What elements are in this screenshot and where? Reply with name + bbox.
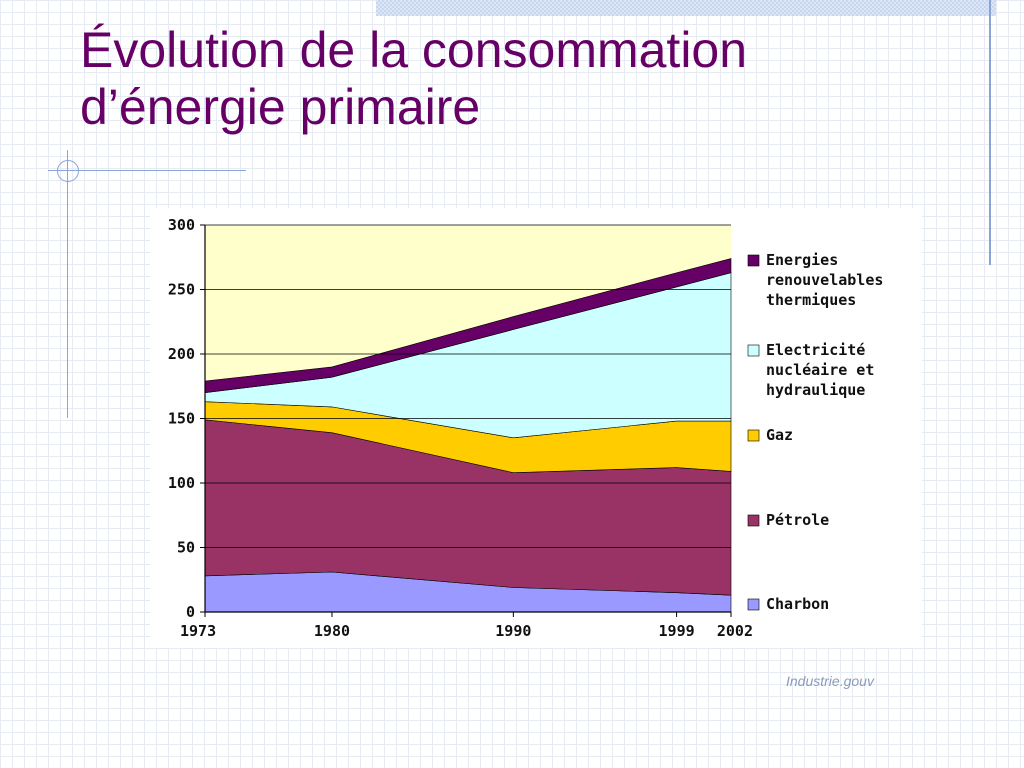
y-tick-label-50: 50 — [177, 539, 195, 557]
y-tick-label-0: 0 — [186, 603, 195, 621]
chart-container: 0 50 100 150 200 250 300 1973 1980 1990 1999 2002 En… — [150, 208, 922, 648]
legend-swatch-1 — [747, 514, 760, 527]
area-series-4 — [204, 258, 732, 394]
legend-label-1: Pétrole — [766, 511, 829, 529]
decorative-vertical-line-left — [67, 150, 68, 418]
decorative-vertical-line — [989, 0, 991, 265]
x-tick-label-1990: 1990 — [495, 622, 531, 640]
x-tick-label-1980: 1980 — [314, 622, 350, 640]
decorative-circle — [57, 160, 79, 182]
y-tick-label-150: 150 — [168, 410, 195, 428]
legend-swatch-0 — [747, 598, 760, 611]
legend-label-0: Charbon — [766, 595, 829, 613]
legend-label-3: Electricité nucléaire et hydraulique — [766, 341, 874, 399]
legend-swatch-4 — [747, 254, 760, 267]
legend-swatch-3 — [747, 344, 760, 357]
y-tick-label-200: 200 — [168, 345, 195, 363]
slide-title-line-1: Évolution de la consommation — [80, 22, 748, 78]
x-tick-label-1999: 1999 — [659, 622, 695, 640]
legend-label-2: Gaz — [766, 426, 793, 444]
y-tick-label-250: 250 — [168, 281, 195, 299]
slide-title: Évolution de la consommation d’énergie p… — [80, 22, 960, 136]
source-credit: Industrie.gouv — [786, 673, 874, 689]
legend-label-4: Energies renouvelables thermiques — [766, 251, 883, 309]
y-tick-label-300: 300 — [168, 216, 195, 234]
slide-title-line-2: d’énergie primaire — [80, 79, 481, 135]
legend-swatch-2 — [747, 429, 760, 442]
x-tick-label-2002: 2002 — [717, 622, 753, 640]
y-tick-label-100: 100 — [168, 474, 195, 492]
x-tick-label-1973: 1973 — [180, 622, 216, 640]
stacked-area-chart: 0 50 100 150 200 250 300 1973 1980 1990 1999 2002 En… — [168, 216, 884, 640]
decorative-horizontal-line — [48, 170, 246, 171]
decorative-band — [376, 0, 996, 16]
